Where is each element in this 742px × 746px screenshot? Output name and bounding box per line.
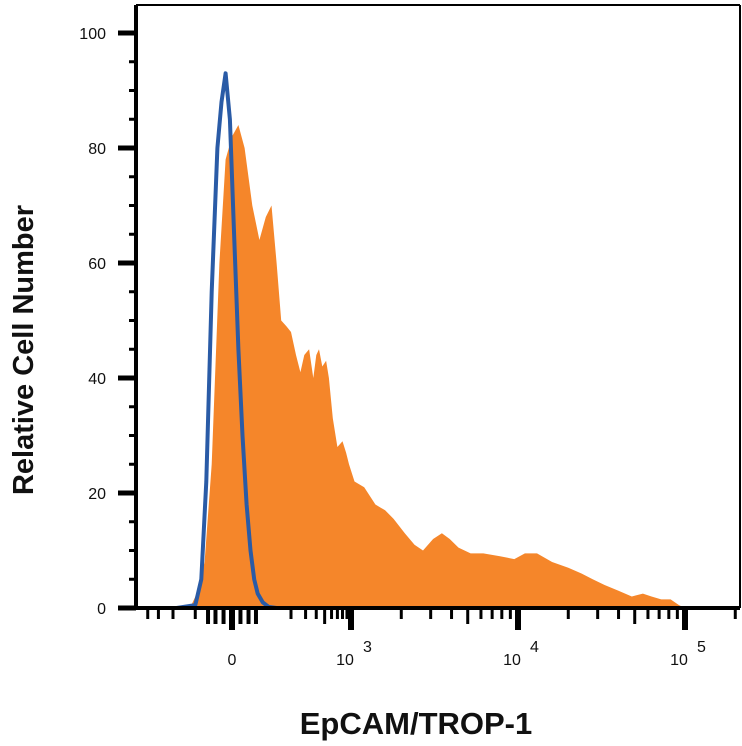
- y-tick-label: 80: [88, 141, 106, 158]
- plot-area: [174, 71, 738, 610]
- y-axis-title: Relative Cell Number: [8, 205, 40, 495]
- plot-frame: [134, 4, 741, 610]
- y-tick-label: 0: [97, 601, 106, 618]
- x-tick-label: 0: [228, 652, 237, 669]
- y-tick-label: 20: [88, 486, 106, 503]
- series-0-area: [189, 125, 699, 608]
- y-tick-label: 60: [88, 256, 106, 273]
- y-axis: 0 20 40 60 80 100: [79, 26, 136, 618]
- x-axis-title: EpCAM/TROP-1: [300, 706, 533, 741]
- y-tick-label: 100: [79, 26, 106, 43]
- y-tick-label: 40: [88, 371, 106, 388]
- x-axis: 0 10 3 10 4 10 5: [146, 610, 737, 669]
- x-tick-label: 10: [670, 652, 688, 669]
- x-tick-exponent: 4: [530, 639, 539, 656]
- x-tick-label: 10: [336, 652, 354, 669]
- x-tick-exponent: 5: [697, 639, 706, 656]
- x-tick-exponent: 3: [363, 639, 372, 656]
- x-tick-label: 10: [503, 652, 521, 669]
